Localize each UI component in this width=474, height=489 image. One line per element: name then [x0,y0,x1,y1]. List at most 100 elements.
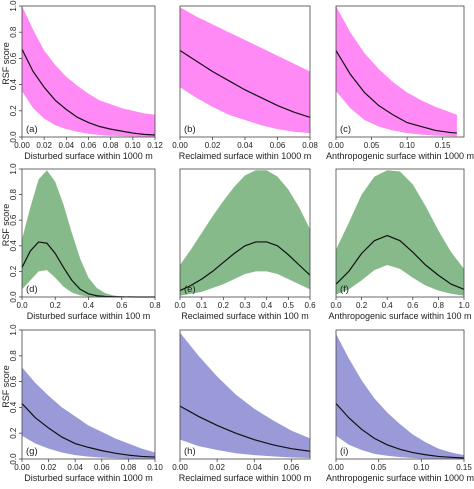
x-tick-label: 0.00 [14,141,30,150]
x-tick-label: 0.2 [218,301,230,310]
confidence-band-i [336,333,464,459]
confidence-band-f [336,170,464,296]
x-axis-label: Anthropogenic surface within 100 m [328,311,471,321]
x-axis-label: Disturbed surface within 1000 m [24,151,153,161]
y-tick-label: 0.6 [9,52,18,64]
panel-label: (h) [184,446,196,457]
confidence-band-b [180,7,310,134]
y-tick-label: 0.2 [9,105,18,117]
y-tick-label: 0.0 [9,291,18,303]
panel-label: (g) [26,446,38,457]
x-axis-label: Reclaimed surface within 100 m [181,311,309,321]
x-tick-label: 0.15 [435,141,451,150]
x-tick-label: 0.00 [172,463,188,472]
x-tick-label: 0.06 [81,141,97,150]
y-tick-label: 0.4 [9,78,18,90]
x-tick-label: 0.8 [433,301,445,310]
x-tick-label: 0.1 [196,301,208,310]
y-tick-label: 0.2 [9,265,18,277]
mean-curve-i [335,403,465,459]
y-tick-label: 1.0 [9,324,18,336]
x-tick-label: 0.00 [172,141,188,150]
panel-label: (f) [340,284,349,295]
confidence-band-g [22,367,155,459]
x-tick-label: 0.02 [209,463,225,472]
x-tick-label: 0.04 [246,463,262,472]
x-tick-label: 0.05 [364,141,380,150]
x-tick-label: 0.6 [304,301,316,310]
x-tick-label: 0.10 [414,463,430,472]
y-tick-label: 0.2 [9,427,18,439]
y-axis-label: RSF score [1,42,11,85]
x-tick-label: 0.5 [283,301,295,310]
panel-label: (a) [26,124,38,135]
y-axis-label: RSF score [1,204,11,247]
x-tick-label: 0.6 [116,301,128,310]
x-tick-label: 0.06 [270,141,286,150]
x-axis-label: Disturbed surface within 100 m [27,311,151,321]
x-tick-label: 0.05 [371,463,387,472]
mean-curve-f [335,234,465,290]
y-tick-label: 0.8 [9,350,18,362]
y-tick-label: 0.6 [9,375,18,387]
x-tick-label: 0.8 [149,301,161,310]
plot-frame-g [21,329,156,460]
x-tick-label: 0.12 [147,141,163,150]
x-tick-label: 0.2 [50,301,62,310]
y-tick-label: 0.0 [9,453,18,465]
x-tick-label: 0.02 [41,463,57,472]
x-axis-label: Anthropogenic surface within 1000 m [326,473,474,483]
x-tick-label: 0.3 [239,301,251,310]
confidence-band-a [22,6,155,137]
panel-label: (e) [184,284,196,295]
x-tick-label: 0.0 [174,301,186,310]
y-tick-label: 1.0 [9,0,18,12]
confidence-band-e [180,170,310,296]
y-tick-label: 0.4 [9,401,18,413]
x-tick-label: 0.10 [147,463,163,472]
x-axis-label: Reclaimed surface within 1000 m [179,151,312,161]
y-axis-label: RSF score [1,365,11,408]
confidence-band-h [180,332,310,458]
confidence-band-d [22,170,155,297]
y-tick-label: 1.0 [9,163,18,175]
x-tick-label: 0.04 [237,141,253,150]
x-tick-label: 0.4 [261,301,273,310]
x-tick-label: 0.10 [399,141,415,150]
x-tick-label: 0.2 [356,301,368,310]
plot-frame-f [335,168,465,298]
mean-curve-b [179,50,311,118]
mean-curve-e [179,241,311,292]
x-tick-label: 0.08 [121,463,137,472]
x-axis-label: Anthropogenic surface within 1000 m [326,151,474,161]
plot-frame-c [335,5,465,138]
x-tick-label: 0.00 [328,141,344,150]
x-tick-label: 0.06 [94,463,110,472]
x-tick-label: 0.0 [330,301,342,310]
x-tick-label: 0.08 [103,141,119,150]
x-tick-label: 0.0 [16,301,28,310]
mean-curve-c [335,50,457,134]
x-axis-label: Reclaimed surface within 1000 m [179,473,312,483]
x-tick-label: 0.4 [382,301,394,310]
x-tick-label: 0.06 [284,463,300,472]
y-tick-label: 0.6 [9,214,18,226]
x-tick-label: 0.04 [59,141,75,150]
x-tick-label: 0.08 [302,141,318,150]
x-tick-label: 0.04 [67,463,83,472]
y-tick-label: 0.0 [9,131,18,143]
y-tick-label: 0.8 [9,26,18,38]
x-tick-label: 0.02 [205,141,221,150]
panel-label: (c) [340,124,351,135]
plot-frame-h [179,329,311,460]
panel-label: (i) [340,446,348,457]
x-tick-label: 1.0 [458,301,470,310]
panel-label: (b) [184,124,196,135]
x-tick-label: 0.10 [125,141,141,150]
x-tick-label: 0.15 [456,463,472,472]
plot-frame-i [335,329,465,460]
x-tick-label: 0.00 [14,463,30,472]
x-tick-label: 0.4 [83,301,95,310]
x-tick-label: 0.6 [407,301,419,310]
